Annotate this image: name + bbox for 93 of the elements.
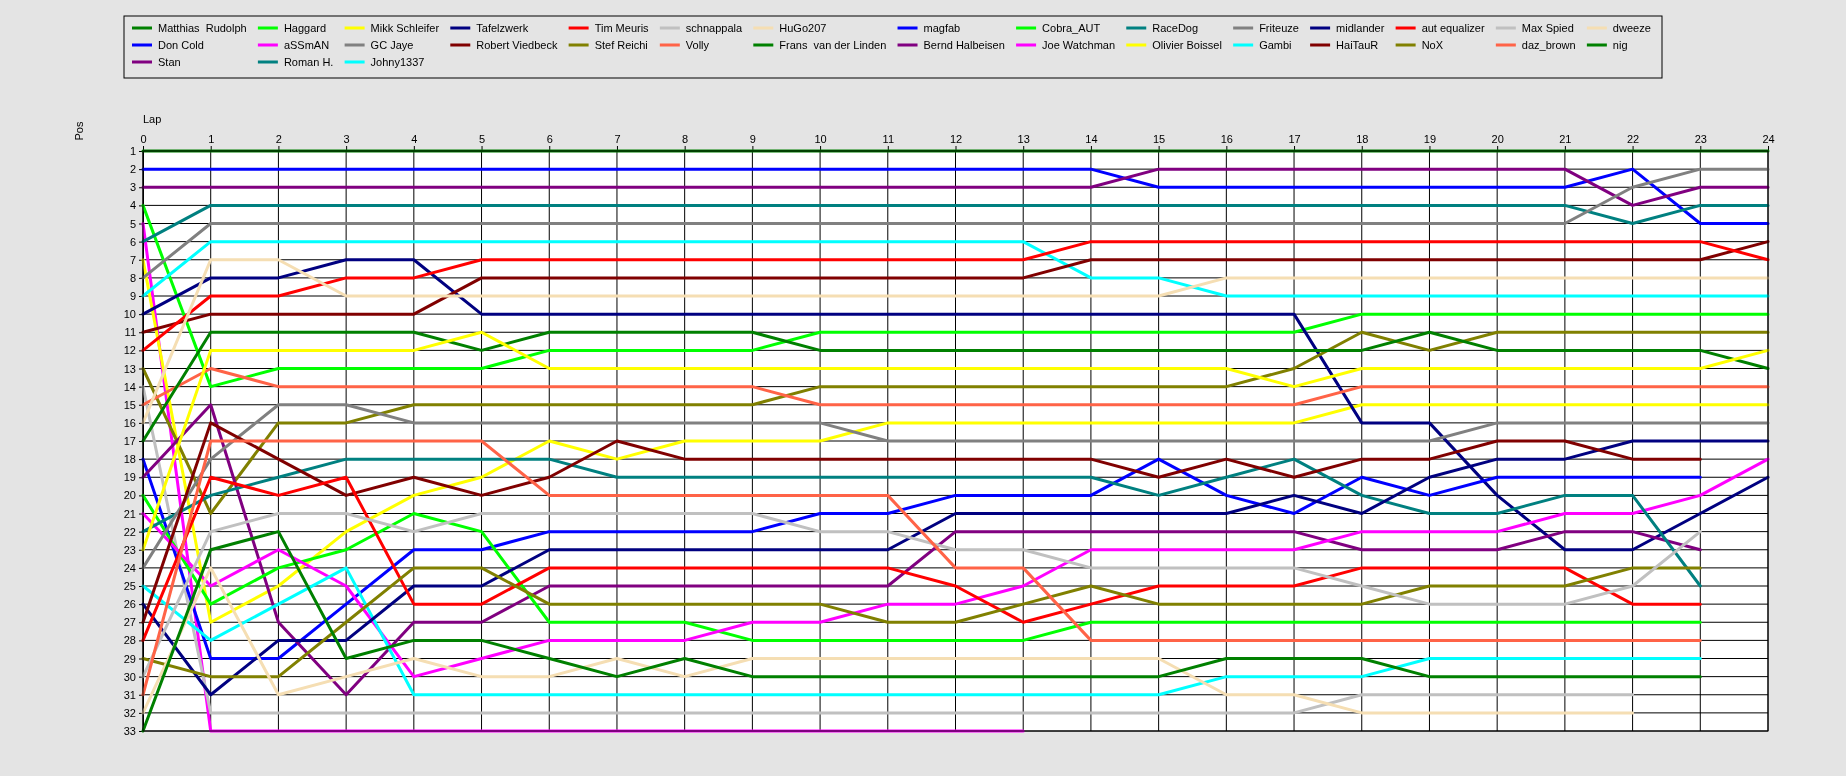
x-tick-label: 1 bbox=[208, 133, 215, 145]
y-tick-label: 11 bbox=[124, 326, 136, 339]
y-tick-label: 16 bbox=[123, 416, 136, 429]
x-tick-label: 24 bbox=[1762, 133, 1775, 145]
x-tick-label: 21 bbox=[1559, 133, 1572, 145]
y-tick-label: 1 bbox=[129, 145, 136, 158]
y-tick-label: 27 bbox=[123, 616, 136, 629]
legend-label: Johny1337 bbox=[370, 56, 425, 68]
y-tick-label: 17 bbox=[123, 435, 136, 448]
x-tick-label: 20 bbox=[1491, 133, 1504, 145]
y-tick-label: 28 bbox=[123, 634, 136, 647]
x-tick-label: 2 bbox=[275, 133, 282, 145]
legend-label: GC Jaye bbox=[370, 39, 414, 51]
legend-label: schnappala bbox=[685, 22, 743, 34]
legend-label: Stan bbox=[158, 56, 181, 68]
y-tick-label: 25 bbox=[123, 580, 136, 593]
x-tick-label: 15 bbox=[1153, 133, 1166, 145]
legend-label: HuGo207 bbox=[779, 22, 827, 34]
y-tick-label: 26 bbox=[123, 598, 136, 611]
legend-label: Robert Viedbeck bbox=[476, 39, 558, 51]
x-tick-label: 0 bbox=[140, 133, 147, 145]
y-tick-label: 20 bbox=[123, 489, 136, 502]
x-tick-label: 3 bbox=[343, 133, 350, 145]
x-tick-label: 17 bbox=[1288, 133, 1301, 145]
legend-label: Don Cold bbox=[158, 39, 204, 51]
legend-label: HaiTauR bbox=[1336, 39, 1379, 51]
legend-label: Gambi bbox=[1259, 39, 1292, 51]
legend-label: midlander bbox=[1336, 22, 1385, 34]
y-tick-label: 9 bbox=[129, 290, 136, 303]
legend-label: Mikk Schleifer bbox=[370, 22, 440, 34]
x-tick-label: 16 bbox=[1220, 133, 1233, 145]
x-tick-label: 22 bbox=[1626, 133, 1640, 145]
legend-label: Joe Watchman bbox=[1042, 39, 1116, 51]
x-tick-label: 9 bbox=[749, 133, 756, 145]
y-tick-label: 23 bbox=[123, 543, 136, 556]
x-axis-title: Lap bbox=[143, 113, 162, 125]
y-tick-label: 21 bbox=[123, 507, 136, 520]
legend-label: Volly bbox=[685, 39, 710, 51]
legend-label: Stef Reichi bbox=[594, 39, 648, 51]
legend-label: Haggard bbox=[283, 22, 327, 34]
y-tick-label: 32 bbox=[123, 706, 136, 719]
x-tick-label: 18 bbox=[1356, 133, 1369, 145]
y-axis-title: Pos bbox=[73, 121, 85, 141]
legend-label: Friteuze bbox=[1259, 22, 1299, 34]
legend-label: Tafelzwerk bbox=[476, 22, 529, 34]
legend-label: dweeze bbox=[1612, 22, 1651, 34]
x-tick-label: 13 bbox=[1017, 133, 1030, 145]
x-tick-label: 8 bbox=[682, 133, 689, 145]
y-tick-label: 29 bbox=[123, 652, 136, 665]
y-tick-label: 33 bbox=[123, 725, 136, 738]
y-tick-label: 5 bbox=[129, 217, 136, 230]
legend-label: Cobra_AUT bbox=[1042, 22, 1101, 34]
x-tick-label: 11 bbox=[882, 133, 894, 145]
y-tick-label: 3 bbox=[129, 181, 136, 194]
y-tick-label: 31 bbox=[123, 688, 136, 701]
legend-label: Frans van der Linden bbox=[779, 39, 887, 51]
legend-label: Tim Meuris bbox=[594, 22, 650, 34]
y-tick-label: 6 bbox=[129, 235, 136, 248]
legend-label: daz_brown bbox=[1521, 39, 1576, 51]
legend-label: NoX bbox=[1421, 39, 1444, 51]
x-tick-label: 23 bbox=[1694, 133, 1707, 145]
y-tick-label: 7 bbox=[129, 253, 136, 266]
legend-label: Olivier Boissel bbox=[1152, 39, 1222, 51]
y-tick-label: 12 bbox=[123, 344, 136, 357]
y-tick-label: 13 bbox=[123, 362, 136, 375]
legend-label: aut equalizer bbox=[1421, 22, 1485, 34]
y-tick-label: 18 bbox=[123, 453, 136, 466]
x-tick-label: 10 bbox=[814, 133, 827, 145]
legend-label: magfab bbox=[923, 22, 961, 34]
x-tick-label: 19 bbox=[1423, 133, 1437, 145]
legend-label: RaceDog bbox=[1152, 22, 1199, 34]
x-tick-label: 7 bbox=[614, 133, 621, 145]
y-tick-label: 2 bbox=[129, 163, 136, 176]
y-tick-label: 10 bbox=[123, 308, 136, 321]
y-tick-label: 30 bbox=[123, 670, 136, 683]
legend-label: Roman H. bbox=[283, 56, 334, 68]
x-tick-label: 12 bbox=[949, 133, 963, 145]
y-tick-label: 15 bbox=[123, 398, 136, 411]
x-tick-label: 6 bbox=[546, 133, 553, 145]
y-tick-label: 4 bbox=[129, 199, 136, 212]
y-tick-label: 19 bbox=[123, 471, 136, 484]
x-tick-label: 4 bbox=[411, 133, 418, 145]
y-tick-label: 24 bbox=[123, 561, 136, 574]
legend-label: nig bbox=[1612, 39, 1628, 51]
legend-label: Matthias Rudolph bbox=[158, 22, 247, 34]
legend-label: aSSmAN bbox=[283, 39, 330, 51]
y-tick-label: 14 bbox=[123, 380, 136, 393]
legend-label: Max Spied bbox=[1521, 22, 1574, 34]
x-tick-label: 5 bbox=[478, 133, 486, 145]
y-tick-label: 22 bbox=[123, 525, 136, 538]
legend-label: Bernd Halbeisen bbox=[923, 39, 1005, 51]
x-tick-label: 14 bbox=[1085, 133, 1098, 145]
y-tick-label: 8 bbox=[129, 271, 136, 284]
